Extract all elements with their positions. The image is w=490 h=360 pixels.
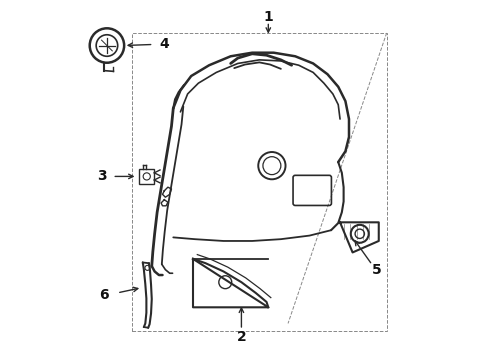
- Text: 1: 1: [264, 10, 273, 24]
- Text: 4: 4: [159, 37, 169, 51]
- Bar: [139, 168, 154, 184]
- Text: 3: 3: [97, 170, 106, 183]
- Bar: [132, 33, 387, 330]
- Text: 6: 6: [99, 288, 109, 302]
- Text: 5: 5: [372, 264, 382, 277]
- Text: 2: 2: [237, 330, 246, 344]
